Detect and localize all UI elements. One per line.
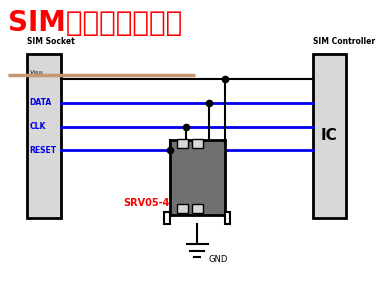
Text: SRV05-4: SRV05-4 — [123, 198, 169, 208]
Text: SIM Controller: SIM Controller — [312, 37, 375, 46]
Bar — [177, 139, 188, 148]
Text: IC: IC — [321, 128, 338, 143]
Bar — [225, 212, 230, 224]
Text: DATA: DATA — [29, 98, 51, 107]
Bar — [164, 212, 170, 224]
Text: GND: GND — [209, 255, 229, 264]
Bar — [192, 139, 203, 148]
Bar — [27, 54, 60, 218]
Text: SIM卡静电保护方案: SIM卡静电保护方案 — [8, 9, 182, 37]
Text: $V_{BUS}$: $V_{BUS}$ — [29, 69, 44, 77]
Text: CLK: CLK — [29, 122, 46, 131]
Bar — [177, 204, 188, 213]
Bar — [170, 140, 225, 215]
Bar — [192, 204, 203, 213]
Text: RESET: RESET — [29, 146, 56, 155]
Text: SIM Socket: SIM Socket — [27, 37, 75, 46]
Bar — [312, 54, 346, 218]
